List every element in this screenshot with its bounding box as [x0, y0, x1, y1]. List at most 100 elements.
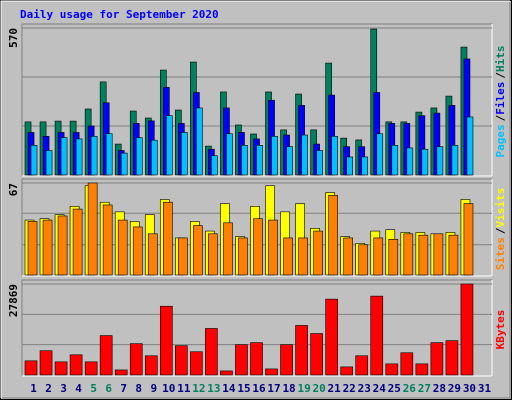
- bar: [102, 204, 113, 276]
- y-tick-label: 570: [7, 28, 20, 48]
- x-tick-label: 19: [297, 382, 310, 395]
- bar: [114, 369, 128, 376]
- x-tick-label: 25: [388, 382, 401, 395]
- bar: [162, 201, 173, 276]
- bar: [280, 344, 293, 376]
- bar: [178, 237, 188, 276]
- bar: [54, 361, 68, 376]
- bar: [241, 145, 248, 176]
- bar: [346, 156, 354, 176]
- bar: [385, 363, 399, 376]
- bar: [451, 145, 459, 176]
- x-tick-label: 28: [433, 382, 446, 395]
- legend-entry: Sites: [494, 237, 507, 270]
- bar: [72, 208, 83, 276]
- bar: [253, 218, 263, 276]
- bar: [220, 370, 233, 376]
- bar: [181, 132, 188, 176]
- bar: [406, 147, 414, 176]
- bar: [466, 116, 474, 176]
- legend-entry: Visits: [494, 188, 507, 228]
- x-tick-label: 4: [75, 382, 82, 395]
- x-tick-label: 20: [313, 382, 326, 395]
- y-tick-label: 67: [7, 183, 20, 196]
- bar: [310, 333, 323, 376]
- x-tick-label: 15: [237, 382, 250, 395]
- x-tick-label: 9: [150, 382, 157, 395]
- bar: [295, 325, 308, 376]
- bar: [205, 328, 218, 376]
- bar: [223, 222, 233, 276]
- bar: [361, 156, 369, 176]
- bar: [358, 244, 369, 276]
- x-tick-label: 17: [267, 382, 280, 395]
- bar: [301, 134, 308, 176]
- bar: [433, 233, 444, 276]
- bar: [313, 230, 323, 276]
- x-tick-label: 16: [252, 382, 266, 395]
- x-tick-label: 29: [448, 382, 461, 395]
- legend: KBytes: [494, 310, 507, 350]
- bar: [99, 335, 113, 376]
- bar: [328, 195, 338, 276]
- bar: [325, 298, 338, 376]
- bar: [355, 355, 369, 376]
- x-tick-label: 11: [177, 382, 191, 395]
- bar: [373, 237, 384, 276]
- bar: [376, 133, 384, 176]
- legend-separator: /: [494, 114, 507, 121]
- bar: [165, 115, 173, 176]
- x-tick-label: 8: [135, 382, 142, 395]
- legend-entry: KBytes: [494, 310, 507, 350]
- chart-title: Daily usage for September 2020: [20, 8, 219, 21]
- bar: [400, 352, 414, 376]
- bar: [190, 351, 203, 376]
- x-tick-label: 21: [328, 382, 342, 395]
- x-tick-label: 2: [45, 382, 52, 395]
- bar: [175, 345, 188, 376]
- bar: [87, 182, 98, 276]
- x-tick-label: 1: [30, 382, 37, 395]
- x-tick-label: 10: [162, 382, 175, 395]
- x-tick-label: 22: [343, 382, 356, 395]
- x-tick-label: 26: [403, 382, 417, 395]
- bar: [445, 340, 459, 376]
- bar: [391, 145, 399, 176]
- bar: [144, 355, 158, 376]
- bar: [283, 237, 293, 276]
- legend-separator: /: [494, 227, 507, 234]
- bar: [265, 368, 278, 376]
- bar: [448, 234, 459, 276]
- x-tick-label: 31: [478, 382, 492, 395]
- bar: [331, 136, 338, 176]
- bar: [196, 107, 203, 176]
- x-tick-label: 3: [60, 382, 67, 395]
- bar: [298, 237, 308, 276]
- bar: [193, 225, 203, 276]
- y-tick-label: 27869: [7, 284, 20, 317]
- x-tick-label: 6: [105, 382, 112, 395]
- x-tick-label: 5: [90, 382, 97, 395]
- bar: [238, 237, 248, 276]
- legend: Sites /Visits: [494, 188, 507, 271]
- bar: [268, 219, 278, 276]
- bar: [226, 133, 233, 176]
- bar: [211, 155, 218, 176]
- bar: [316, 150, 323, 176]
- bar: [235, 344, 248, 376]
- bar: [436, 146, 444, 176]
- bar: [418, 234, 429, 276]
- legend-entry: Hits: [494, 46, 507, 73]
- bar: [90, 136, 98, 176]
- bar: [45, 150, 53, 176]
- bar: [84, 361, 98, 376]
- x-tick-label: 23: [358, 382, 371, 395]
- bar: [430, 342, 444, 376]
- bar: [403, 233, 414, 276]
- legend: Pages/Files/Hits: [494, 46, 507, 158]
- bar: [286, 146, 293, 176]
